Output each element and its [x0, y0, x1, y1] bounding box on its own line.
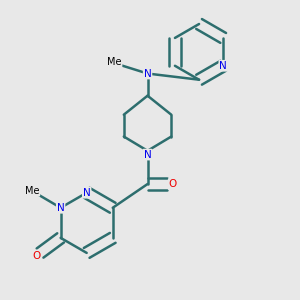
Text: N: N: [219, 61, 227, 71]
Text: N: N: [144, 68, 152, 79]
Text: N: N: [83, 188, 91, 198]
Text: N: N: [57, 203, 64, 213]
Text: Me: Me: [25, 186, 39, 196]
Text: N: N: [144, 150, 152, 160]
Text: Me: Me: [107, 57, 122, 67]
Text: O: O: [169, 179, 177, 189]
Text: O: O: [32, 250, 41, 261]
